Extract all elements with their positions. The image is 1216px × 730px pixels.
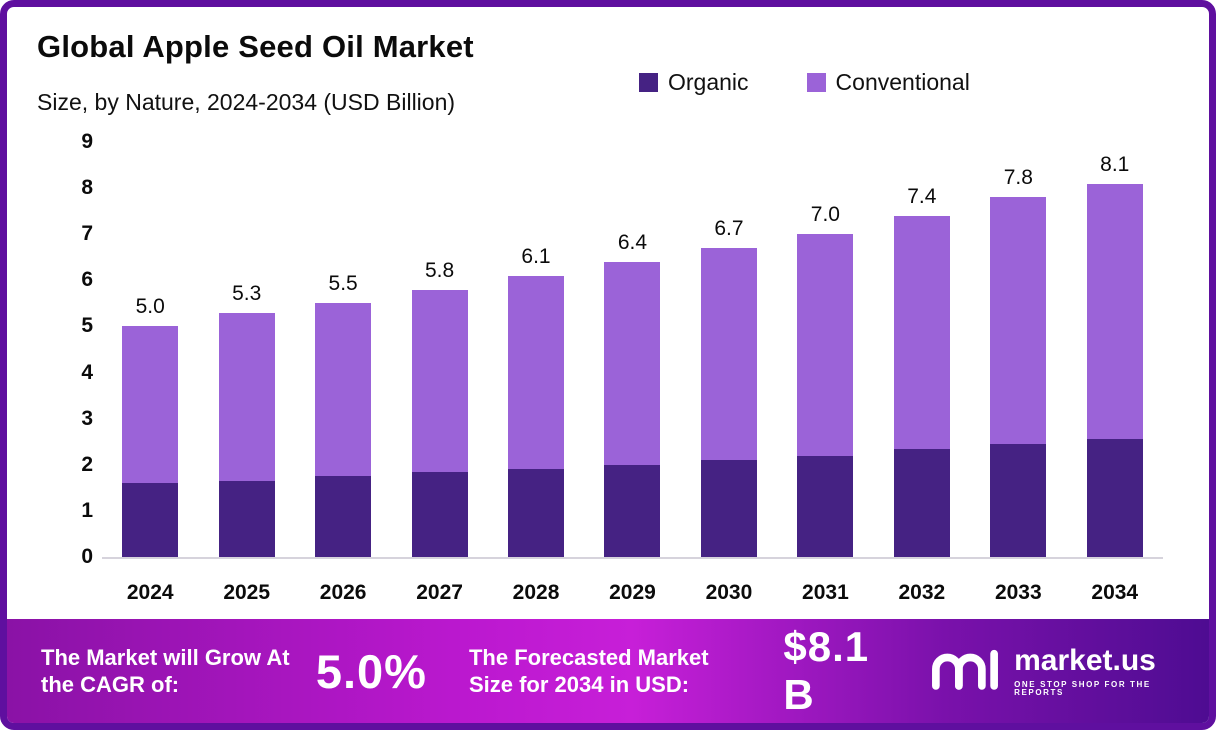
bar-2029: 6.4 — [604, 142, 661, 557]
y-tick-8: 8 — [81, 176, 93, 200]
bar-segment-organic — [315, 476, 372, 557]
bar-total-label: 8.1 — [1100, 152, 1130, 176]
brand: market.us ONE STOP SHOP FOR THE REPORTS — [928, 643, 1181, 697]
marketus-logo-icon — [928, 646, 1002, 697]
bar-total-label: 5.8 — [424, 258, 455, 282]
footer-banner: The Market will Grow At the CAGR of: 5.0… — [7, 619, 1209, 723]
brand-text: market.us ONE STOP SHOP FOR THE REPORTS — [1014, 643, 1181, 697]
y-tick-7: 7 — [81, 222, 93, 246]
bar-2030: 6.7 — [700, 142, 757, 557]
plot-area: 5.0 5.3 5.5 5.8 6.1 6.4 6.7 7.0 7.4 7.8 8.1 — [102, 142, 1163, 559]
x-label-2032: 2032 — [898, 581, 946, 604]
bar-segment-organic — [990, 444, 1047, 557]
bar-total-label: 6.7 — [714, 217, 744, 241]
y-tick-2: 2 — [81, 452, 93, 476]
bar-segment-organic — [218, 480, 275, 557]
forecast-label: The Forecasted Market Size for 2034 in U… — [468, 644, 709, 698]
y-tick-0: 0 — [81, 545, 93, 568]
bar-total-label: 5.3 — [232, 281, 262, 305]
brand-name: market.us — [1014, 643, 1156, 677]
x-label-2034: 2034 — [1091, 581, 1139, 604]
bar-segment-organic — [508, 469, 565, 557]
bar-total-label: 7.0 — [810, 203, 840, 227]
legend-swatch-icon — [806, 73, 826, 92]
y-tick-1: 1 — [81, 498, 93, 522]
bar-2028: 6.1 — [508, 142, 565, 557]
legend-item-conventional: Conventional — [806, 69, 970, 96]
x-axis: 2024 2025 2026 2027 2028 2029 2030 2031 2032 2033… — [102, 581, 1163, 605]
bar-segment-conventional — [1086, 183, 1143, 440]
bar-2024: 5.0 — [122, 142, 179, 557]
bar-segment-organic — [893, 448, 950, 557]
bar-segment-conventional — [508, 275, 565, 470]
x-label-2030: 2030 — [705, 581, 753, 604]
page-title: Global Apple Seed Oil Market — [37, 29, 474, 64]
legend-item-organic: Organic — [639, 69, 749, 96]
forecast-value: $8.1 B — [783, 623, 870, 718]
y-axis: 0 1 2 3 4 5 6 7 8 9 — [55, 130, 93, 568]
y-tick-6: 6 — [81, 268, 93, 292]
bar-2026: 5.5 — [315, 142, 372, 557]
bar-2027: 5.8 — [411, 142, 468, 557]
bar-segment-organic — [1086, 439, 1143, 557]
bar-segment-organic — [604, 464, 661, 557]
bar-segment-organic — [122, 483, 179, 557]
cagr-label: The Market will Grow At the CAGR of: — [41, 644, 290, 698]
y-tick-4: 4 — [81, 360, 93, 384]
x-label-2024: 2024 — [126, 581, 174, 604]
bar-2025: 5.3 — [218, 142, 275, 557]
bar-segment-organic — [700, 460, 757, 557]
bar-total-label: 6.4 — [617, 230, 648, 254]
bar-segment-conventional — [218, 312, 275, 481]
x-label-2029: 2029 — [609, 581, 656, 604]
legend-swatch-icon — [639, 73, 658, 92]
page-subtitle: Size, by Nature, 2024-2034 (USD Billion) — [37, 89, 456, 115]
x-label-2033: 2033 — [994, 581, 1042, 604]
bar-segment-conventional — [700, 248, 757, 461]
bar-segment-conventional — [315, 303, 372, 477]
bars: 5.0 5.3 5.5 5.8 6.1 6.4 6.7 7.0 7.4 7.8 8.1 — [102, 142, 1163, 557]
bar-segment-conventional — [893, 215, 950, 449]
bar-segment-conventional — [122, 326, 179, 484]
x-label-2031: 2031 — [802, 581, 849, 604]
y-tick-5: 5 — [81, 314, 93, 338]
bar-total-label: 5.0 — [135, 295, 165, 319]
bar-2032: 7.4 — [893, 142, 950, 557]
bar-segment-organic — [411, 471, 468, 557]
x-label-2028: 2028 — [512, 581, 560, 604]
bar-segment-conventional — [797, 234, 854, 456]
y-tick-3: 3 — [81, 406, 93, 430]
bar-segment-conventional — [990, 197, 1047, 445]
x-label-2027: 2027 — [416, 581, 463, 604]
x-label-2026: 2026 — [319, 581, 367, 604]
bar-2033: 7.8 — [990, 142, 1047, 557]
bar-total-label: 7.8 — [1003, 166, 1033, 190]
bar-total-label: 6.1 — [521, 244, 551, 268]
bar-segment-conventional — [604, 261, 661, 465]
x-label-2025: 2025 — [223, 581, 271, 604]
bar-segment-organic — [797, 455, 854, 557]
legend: Organic Conventional — [639, 69, 970, 96]
bar-2031: 7.0 — [797, 142, 854, 557]
brand-tagline: ONE STOP SHOP FOR THE REPORTS — [1014, 679, 1151, 697]
y-tick-9: 9 — [81, 130, 93, 153]
bar-total-label: 5.5 — [328, 272, 358, 296]
legend-label: Organic — [668, 69, 749, 95]
bar-segment-conventional — [411, 289, 468, 472]
legend-label: Conventional — [835, 69, 970, 95]
bar-2034: 8.1 — [1086, 142, 1143, 557]
cagr-value: 5.0% — [315, 644, 427, 698]
bar-total-label: 7.4 — [907, 184, 937, 208]
